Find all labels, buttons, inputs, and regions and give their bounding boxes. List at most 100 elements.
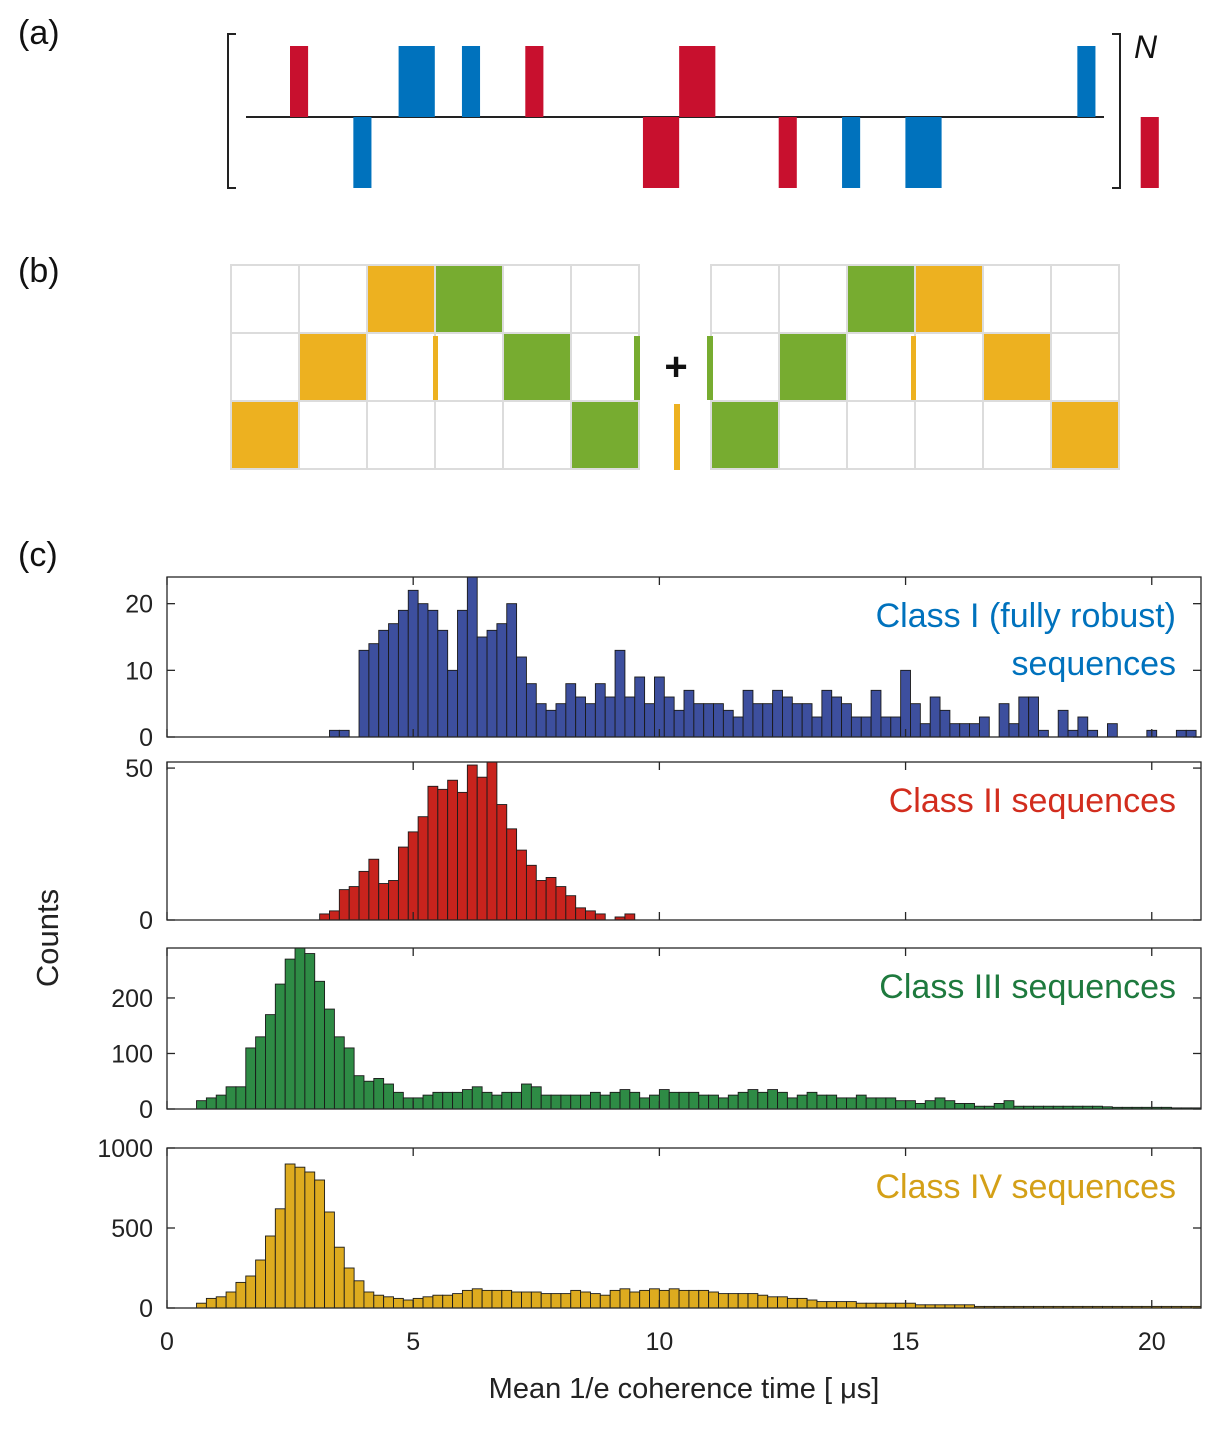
left-grid-cell (366, 332, 436, 402)
histogram-bar (284, 958, 296, 1109)
histogram-bar (393, 1297, 404, 1308)
histogram-bar (796, 1297, 808, 1308)
histogram-bar (693, 703, 705, 737)
histogram-bar (949, 723, 961, 737)
left-grid-cell (230, 332, 300, 402)
histogram-bar (718, 1293, 729, 1308)
left-grid-cell (434, 400, 504, 470)
pulse-red-up (679, 46, 716, 117)
histogram-bar (826, 1094, 838, 1109)
histogram-bar (1211, 1306, 1221, 1308)
histogram-bar (619, 1288, 631, 1308)
right-grid-cell (914, 400, 984, 470)
axes-box (166, 761, 1202, 921)
histogram-bar (294, 948, 306, 1109)
histogram-bar (919, 723, 931, 737)
histogram-bar (900, 669, 911, 737)
histogram-bar (614, 649, 626, 737)
histogram-bar (978, 716, 990, 737)
histogram-bar (560, 1293, 572, 1308)
histogram-bar (555, 886, 567, 920)
histogram-bar (363, 1291, 375, 1308)
histogram-bar (654, 676, 665, 737)
histogram-bar (525, 683, 537, 737)
histogram-bar (215, 1296, 227, 1308)
right-filled-cell-green (712, 402, 778, 468)
class-label-line: Class III sequences (879, 968, 1176, 1006)
panel-label-c: (c) (18, 536, 58, 574)
left-filled-cell-green (436, 266, 502, 332)
histogram-bar (274, 983, 286, 1109)
histogram-bar (905, 1302, 916, 1308)
histogram-bar (304, 953, 316, 1109)
histogram-bar (673, 709, 685, 737)
histogram-bar (737, 1091, 749, 1109)
histogram-bar (225, 1086, 237, 1109)
pulse-red-down (642, 117, 680, 188)
histogram-bar (1028, 696, 1039, 737)
histogram-bar (481, 1289, 493, 1308)
x-tick-label: 15 (892, 1328, 920, 1356)
histogram-bar (427, 785, 439, 920)
histogram-bar (870, 689, 882, 737)
histogram-bar (235, 1281, 247, 1308)
histogram-bar (245, 1047, 257, 1109)
histogram-bar (545, 709, 557, 737)
histogram-bar (998, 703, 1010, 737)
histogram-bar (806, 1299, 818, 1308)
histogram-bar (599, 1094, 611, 1109)
histogram-bar (585, 910, 596, 920)
histogram-bar (353, 1280, 365, 1308)
left-grid-cell (434, 332, 504, 402)
histogram-bar (447, 779, 458, 920)
histogram-bar (535, 703, 547, 737)
histogram-bar (624, 696, 636, 737)
histogram-bar (545, 877, 557, 920)
histogram-bar (944, 1100, 956, 1109)
histogram-bar (639, 1097, 650, 1109)
histogram-bar (452, 1293, 463, 1308)
class-label-line: Class I (fully robust) (876, 597, 1176, 635)
histogram-bar (1185, 729, 1197, 737)
right-grid-cell (778, 264, 848, 334)
histogram-bar (550, 1094, 562, 1109)
histogram-bar (786, 1097, 798, 1109)
histogram-bar (496, 804, 508, 920)
histogram-bar (772, 689, 783, 737)
histogram-bar (314, 1179, 326, 1308)
histogram-bar (634, 676, 646, 737)
histogram-bar (762, 703, 774, 737)
histogram-bar (575, 696, 586, 737)
left-grid-cell (502, 264, 572, 334)
left-grid-cell (570, 332, 640, 402)
histogram-bar (506, 603, 518, 737)
histogram-bar (570, 1094, 582, 1109)
histogram-bar (604, 696, 616, 737)
histogram-bar (649, 1288, 660, 1308)
histogram-bar (555, 703, 567, 737)
y-tick-label: 50 (125, 755, 153, 783)
y-tick-label: 0 (139, 724, 153, 752)
histogram-bar (786, 1297, 798, 1308)
histogram-bar (402, 1299, 414, 1308)
histogram-bar (457, 791, 468, 920)
histogram-bar (683, 689, 695, 737)
left-filled-cell-yellow (368, 266, 434, 332)
histogram-bar (205, 1297, 217, 1308)
histogram-bar (821, 689, 833, 737)
histogram-bar (402, 1097, 414, 1109)
y-tick-label: 1000 (97, 1135, 153, 1163)
histogram-bar (860, 716, 872, 737)
histogram-bar (196, 1100, 207, 1109)
histogram-bar (663, 696, 675, 737)
right-filled-cell-yellow (916, 266, 982, 332)
histogram-4: 0 500 1000 Class IV sequences (97, 1135, 1221, 1323)
pulse-grid-diagram: + (230, 264, 1120, 470)
histogram-bar (826, 1301, 838, 1308)
histogram-bar (846, 1301, 857, 1308)
histogram-bar (658, 1289, 670, 1308)
histogram-bar (378, 629, 390, 737)
histogram-bar (1038, 729, 1049, 737)
right-thin-green-marker (707, 336, 713, 400)
histogram-bar (442, 1091, 454, 1109)
